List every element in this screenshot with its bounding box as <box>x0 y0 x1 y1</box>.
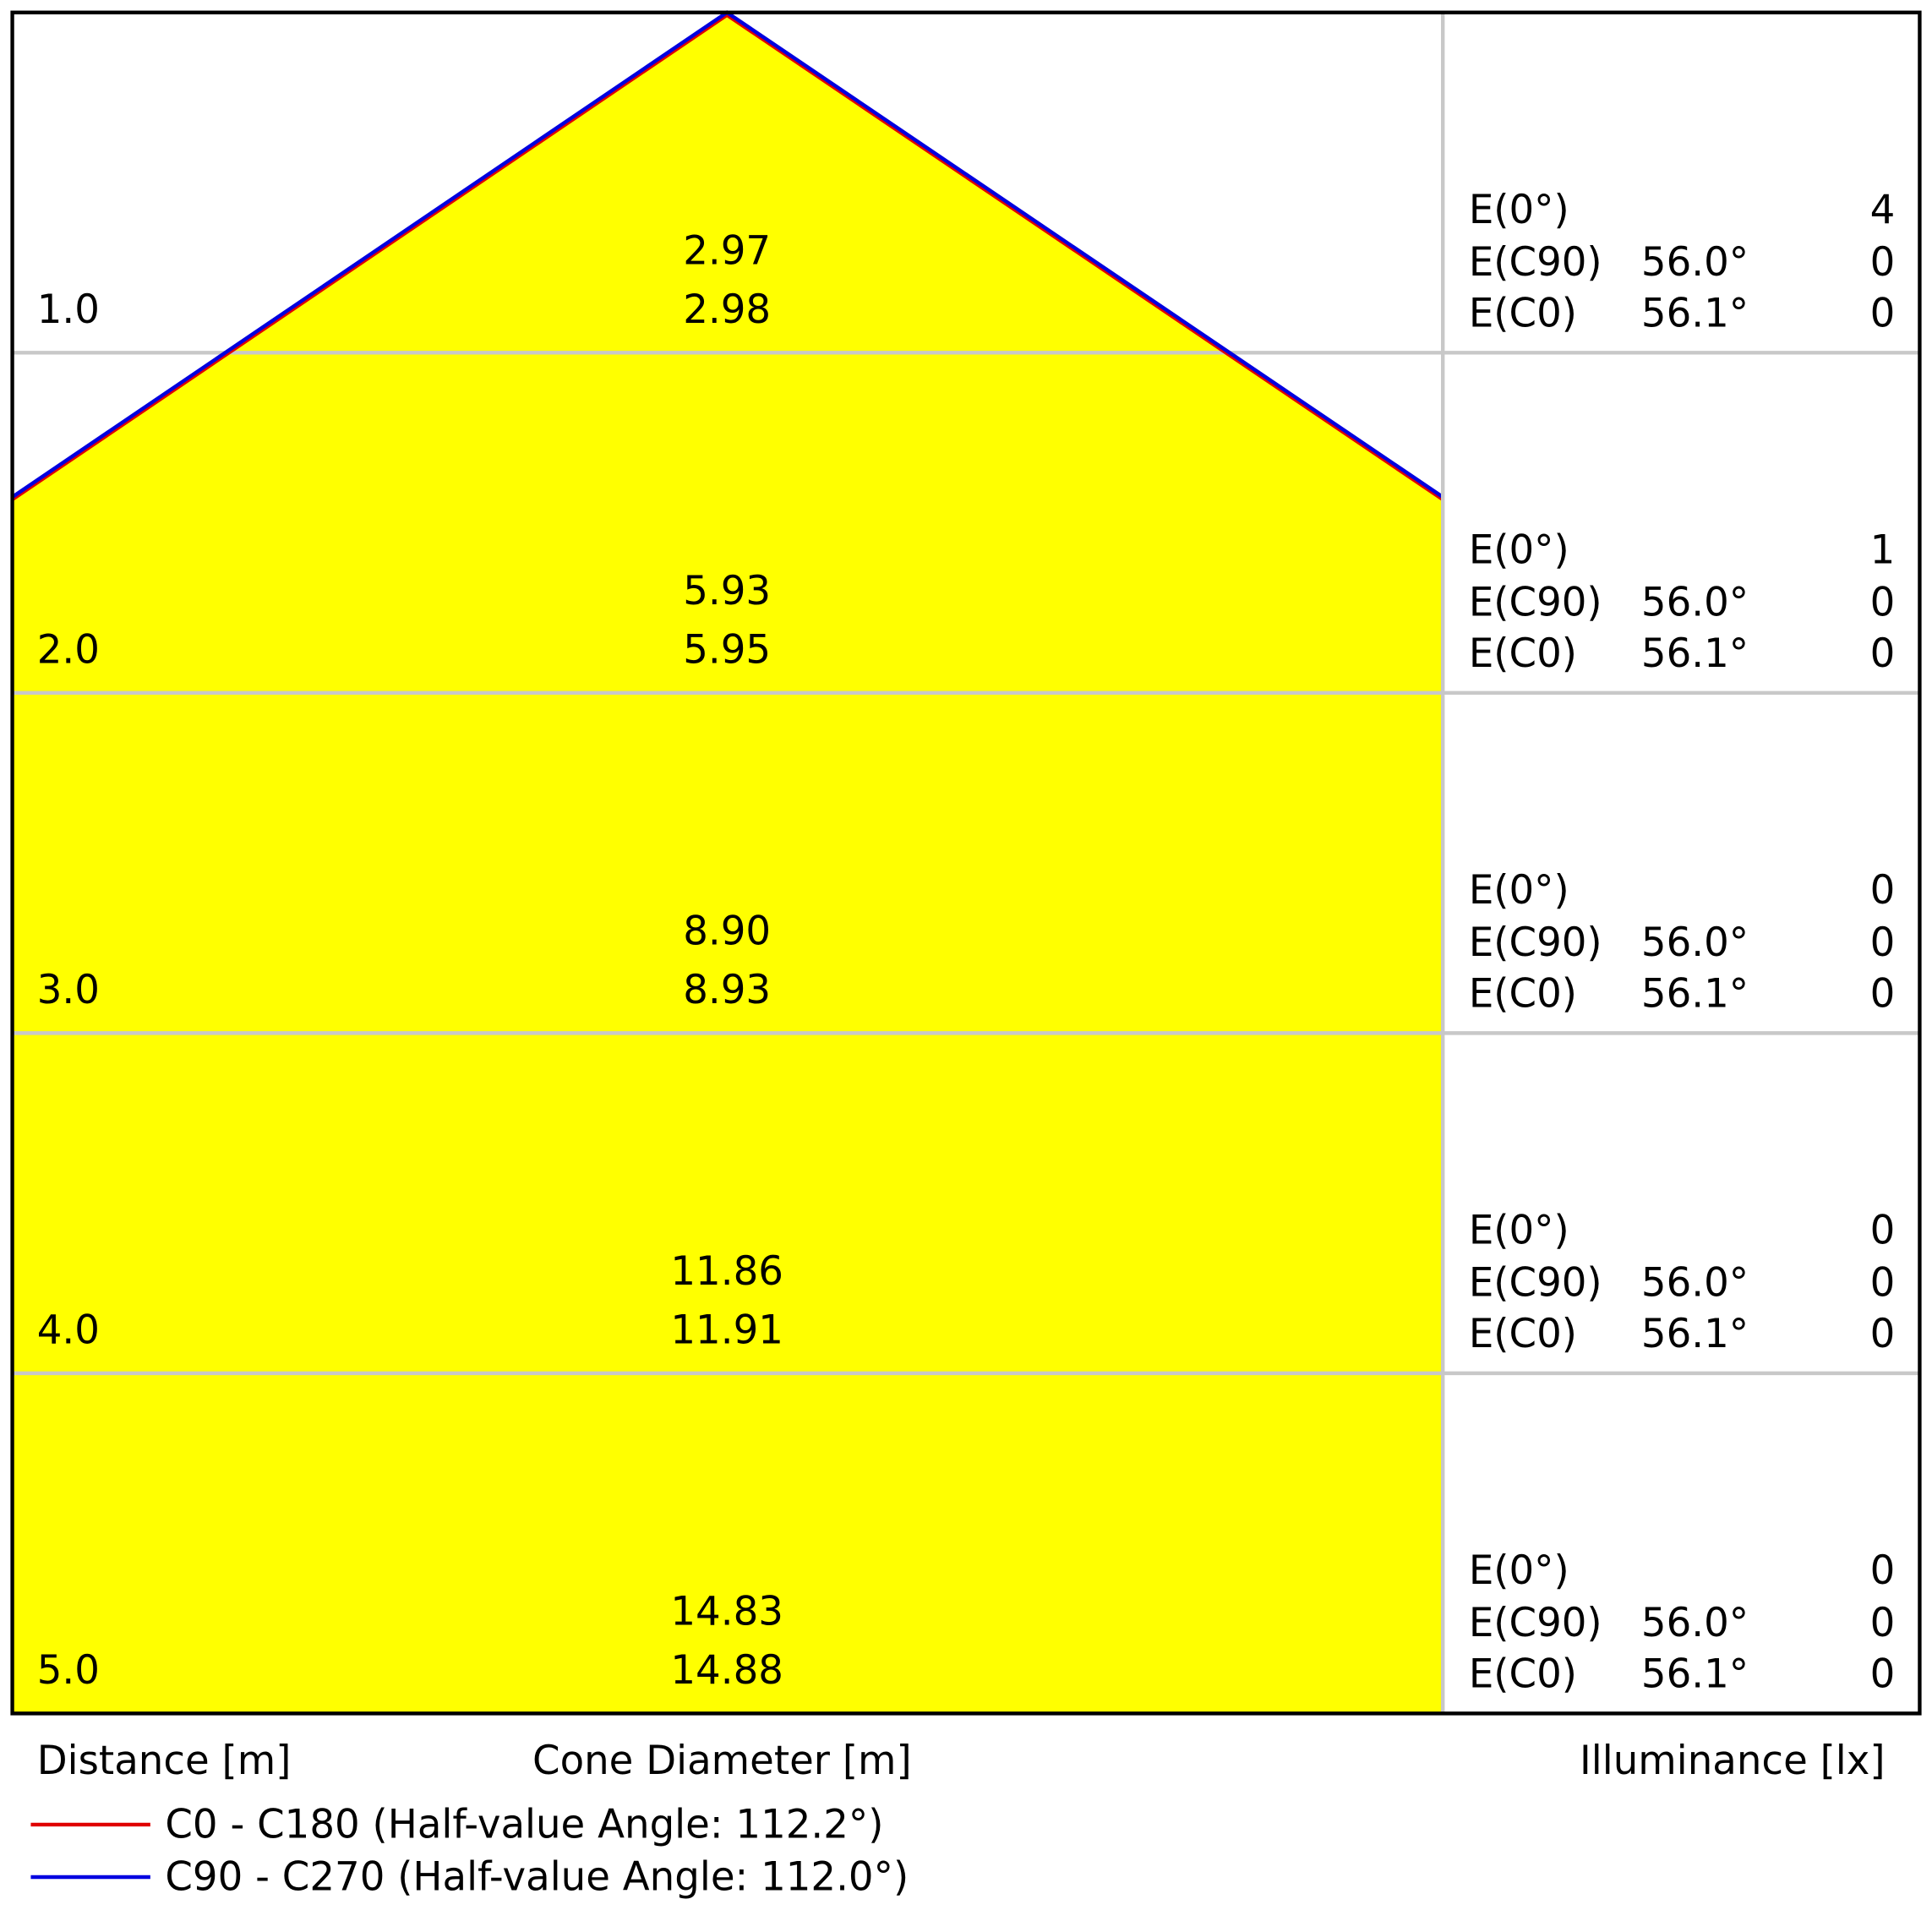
diameter-c0: 5.95 <box>683 626 771 673</box>
illuminance-value: 0 <box>1870 239 1896 286</box>
diameter-c90: 5.93 <box>683 568 771 614</box>
illuminance-label: E(C0) <box>1469 1651 1577 1697</box>
illuminance-angle: 56.0° <box>1641 920 1749 966</box>
illuminance-label: E(0°) <box>1469 867 1569 914</box>
illuminance-angle: 56.1° <box>1641 970 1749 1017</box>
illuminance-label: E(C90) <box>1469 1600 1602 1646</box>
illuminance-label: E(C90) <box>1469 239 1602 286</box>
illuminance-angle: 56.1° <box>1641 1651 1749 1697</box>
illuminance-label: E(C0) <box>1469 630 1577 677</box>
illuminance-axis-label: Illuminance [lx] <box>1580 1738 1886 1784</box>
illuminance-label: E(C90) <box>1469 1259 1602 1306</box>
illuminance-angle: 56.0° <box>1641 579 1749 625</box>
illuminance-label: E(C0) <box>1469 290 1577 336</box>
illuminance-label: E(C90) <box>1469 579 1602 625</box>
illuminance-label: E(0°) <box>1469 1207 1569 1253</box>
diameter-c0: 8.93 <box>683 967 771 1013</box>
illuminance-angle: 56.1° <box>1641 630 1749 677</box>
illuminance-label: E(0°) <box>1469 527 1569 573</box>
illuminance-value: 0 <box>1870 970 1896 1017</box>
illuminance-value: 0 <box>1870 1259 1896 1306</box>
diameter-c0: 14.88 <box>670 1647 783 1694</box>
illuminance-value: 0 <box>1870 1600 1896 1646</box>
distance: 4.0 <box>37 1307 100 1353</box>
illuminance-angle: 56.0° <box>1641 1600 1749 1646</box>
illuminance-label: E(C0) <box>1469 970 1577 1017</box>
legend-label: C0 - C180 (Half-value Angle: 112.2°) <box>165 1801 883 1847</box>
diameter-c90: 14.83 <box>670 1588 783 1635</box>
illuminance-value: 0 <box>1870 867 1896 914</box>
diameter-c90: 8.90 <box>683 908 771 954</box>
legend-label: C90 - C270 (Half-value Angle: 112.0°) <box>165 1853 909 1900</box>
illuminance-value: 0 <box>1870 1207 1896 1253</box>
frame <box>10 10 1922 1716</box>
illuminance-value: 0 <box>1870 290 1896 336</box>
illuminance-value: 4 <box>1870 187 1896 233</box>
illuminance-label: E(C90) <box>1469 920 1602 966</box>
illuminance-angle: 56.1° <box>1641 1311 1749 1357</box>
illuminance-label: E(C0) <box>1469 1311 1577 1357</box>
distance: 3.0 <box>37 967 100 1013</box>
diameter-c0: 11.91 <box>670 1307 783 1353</box>
illuminance-value: 0 <box>1870 630 1896 677</box>
distance: 5.0 <box>37 1647 100 1694</box>
diameter-c90: 2.97 <box>683 227 771 274</box>
illuminance-value: 0 <box>1870 1311 1896 1357</box>
illuminance-label: E(0°) <box>1469 1547 1569 1594</box>
cone-line-c0 <box>11 13 1444 501</box>
diameter-c90: 11.86 <box>670 1248 783 1295</box>
illuminance-value: 0 <box>1870 1547 1896 1594</box>
diameter-axis-label: Cone Diameter [m] <box>532 1738 912 1784</box>
illuminance-value: 1 <box>1870 527 1896 573</box>
illuminance-angle: 56.0° <box>1641 1259 1749 1306</box>
cone-area <box>12 12 1444 1714</box>
distance: 2.0 <box>37 626 100 673</box>
illuminance-value: 0 <box>1870 920 1896 966</box>
diameter-c0: 2.98 <box>683 287 771 333</box>
illuminance-value: 0 <box>1870 1651 1896 1697</box>
distance-axis-label: Distance [m] <box>37 1738 292 1784</box>
illuminance-label: E(0°) <box>1469 187 1569 233</box>
illuminance-value: 0 <box>1870 579 1896 625</box>
distance: 1.0 <box>37 287 100 333</box>
illuminance-angle: 56.1° <box>1641 290 1749 336</box>
grid <box>12 351 1920 1376</box>
illuminance-angle: 56.0° <box>1641 239 1749 286</box>
